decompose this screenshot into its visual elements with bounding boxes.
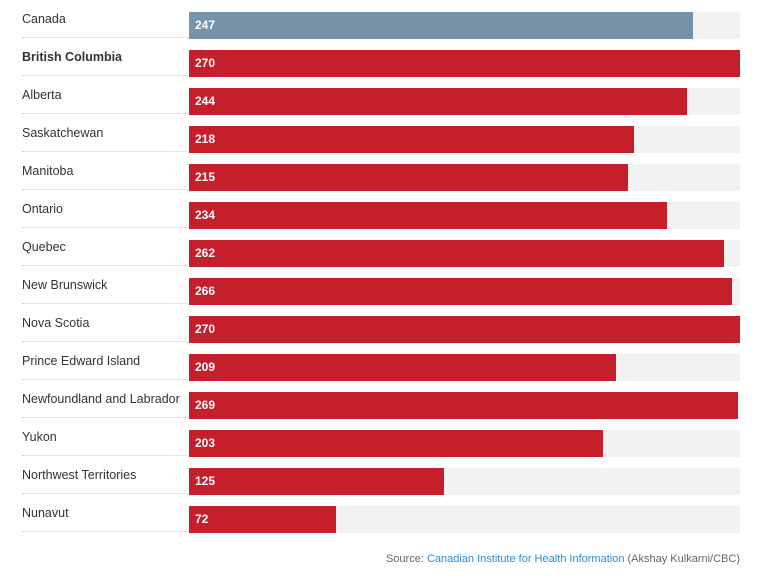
bar: 262 xyxy=(189,240,724,267)
category-label: British Columbia xyxy=(22,50,123,64)
category-label: Manitoba xyxy=(22,164,74,178)
bar: 270 xyxy=(189,316,740,343)
chart-row: Manitoba 215 xyxy=(0,152,760,191)
source-suffix: (Akshay Kulkarni/CBC) xyxy=(624,553,741,565)
bar: 244 xyxy=(189,88,687,115)
category-label: Ontario xyxy=(22,202,63,216)
bar-value-label: 266 xyxy=(195,284,216,298)
chart-row: Saskatchewan 218 xyxy=(0,114,760,153)
source-prefix: Source: xyxy=(385,553,427,565)
chart-row: New Brunswick 266 xyxy=(0,266,760,305)
source-note: Source: Canadian Institute for Health In… xyxy=(386,553,740,565)
bar-track: 270 xyxy=(189,316,740,343)
bar-value-label: 72 xyxy=(195,512,209,526)
chart-row: Quebec 262 xyxy=(0,228,760,267)
bar: 215 xyxy=(189,164,628,191)
category-label: Quebec xyxy=(22,240,66,254)
category-label: Yukon xyxy=(22,430,57,444)
row-divider xyxy=(22,493,188,494)
bar-track: 262 xyxy=(189,240,740,267)
bar-track: 270 xyxy=(189,50,740,77)
bar: 125 xyxy=(189,468,444,495)
bar-value-label: 203 xyxy=(195,436,216,450)
bar-track: 247 xyxy=(189,12,740,39)
bar-track: 218 xyxy=(189,126,740,153)
bar-value-label: 269 xyxy=(195,398,216,412)
bar-track: 125 xyxy=(189,468,740,495)
row-divider xyxy=(22,303,188,304)
row-divider xyxy=(22,37,188,38)
chart-row: Nunavut 72 xyxy=(0,494,760,533)
bar-track: 234 xyxy=(189,202,740,229)
bar: 247 xyxy=(189,12,693,39)
bar-value-label: 125 xyxy=(195,474,216,488)
category-label: New Brunswick xyxy=(22,278,108,292)
row-divider xyxy=(22,531,188,532)
row-divider xyxy=(22,455,188,456)
row-divider xyxy=(22,113,188,114)
row-divider xyxy=(22,189,188,190)
bar-track: 203 xyxy=(189,430,740,457)
bar: 269 xyxy=(189,392,738,419)
bar-track: 72 xyxy=(189,506,740,533)
row-divider xyxy=(22,151,188,152)
row-divider xyxy=(22,227,188,228)
bar-value-label: 209 xyxy=(195,360,216,374)
bar: 218 xyxy=(189,126,634,153)
source-link[interactable]: Canadian Institute for Health Informatio… xyxy=(426,553,625,565)
bar-value-label: 215 xyxy=(195,170,216,184)
category-label: Canada xyxy=(22,12,66,26)
chart-row: Alberta 244 xyxy=(0,76,760,115)
chart-row: British Columbia 270 xyxy=(0,38,760,77)
row-divider xyxy=(22,379,188,380)
row-divider xyxy=(22,417,188,418)
bar-track: 215 xyxy=(189,164,740,191)
category-label: Saskatchewan xyxy=(22,126,104,140)
category-label: Nunavut xyxy=(22,506,69,520)
category-label: Alberta xyxy=(22,88,62,102)
bar-track: 209 xyxy=(189,354,740,381)
chart-row: Nova Scotia 270 xyxy=(0,304,760,343)
bar: 270 xyxy=(189,50,740,77)
bar-track: 269 xyxy=(189,392,740,419)
row-divider xyxy=(22,265,188,266)
chart-row: Prince Edward Island 209 xyxy=(0,342,760,381)
bar-track: 266 xyxy=(189,278,740,305)
category-label: Newfoundland and Labrador xyxy=(22,392,180,406)
bar-track: 244 xyxy=(189,88,740,115)
chart-row: Yukon 203 xyxy=(0,418,760,457)
category-label: Northwest Territories xyxy=(22,468,137,482)
bar-value-label: 244 xyxy=(195,94,216,108)
bar: 209 xyxy=(189,354,616,381)
category-label: Prince Edward Island xyxy=(22,354,141,368)
bar-value-label: 247 xyxy=(195,18,216,32)
category-label: Nova Scotia xyxy=(22,316,90,330)
row-divider xyxy=(22,75,188,76)
bar: 203 xyxy=(189,430,603,457)
bar-value-label: 218 xyxy=(195,132,216,146)
chart-row: Newfoundland and Labrador 269 xyxy=(0,380,760,419)
chart-row: Ontario 234 xyxy=(0,190,760,229)
bar-value-label: 270 xyxy=(195,56,216,70)
chart-row: Northwest Territories 125 xyxy=(0,456,760,495)
bar: 72 xyxy=(189,506,336,533)
bar-value-label: 234 xyxy=(195,208,216,222)
bar-value-label: 270 xyxy=(195,322,216,336)
bar-value-label: 262 xyxy=(195,246,216,260)
row-divider xyxy=(22,341,188,342)
chart-row: Canada 247 xyxy=(0,0,760,39)
bar: 266 xyxy=(189,278,732,305)
bar: 234 xyxy=(189,202,667,229)
